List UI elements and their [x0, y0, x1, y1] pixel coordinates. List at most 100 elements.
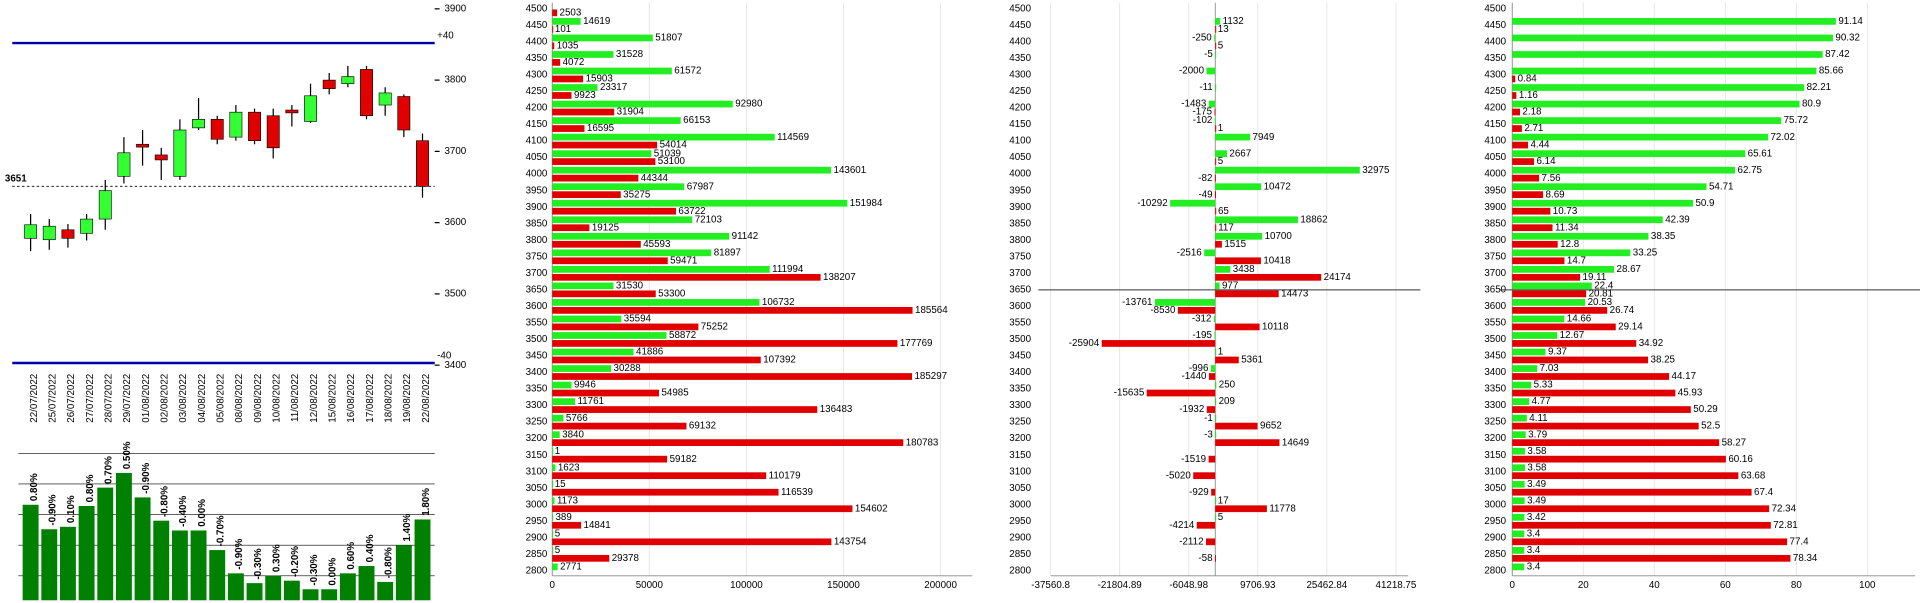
value-label: 51807	[655, 33, 682, 44]
y-tick-label: 3700	[444, 146, 466, 157]
bar	[1512, 18, 1836, 25]
bar	[1512, 488, 1752, 496]
y-tick-label: 3500	[1009, 334, 1031, 345]
bar	[1512, 422, 1699, 430]
x-tick-label: 60	[1720, 580, 1731, 591]
bar	[1512, 315, 1565, 323]
bar	[1205, 538, 1216, 546]
value-label: 11.34	[1555, 222, 1579, 233]
value-label: 81897	[714, 247, 741, 258]
value-label: 31528	[616, 49, 644, 60]
value-label: 85.66	[1819, 66, 1844, 77]
value-label: 19125	[592, 222, 620, 233]
value-label: -1	[1204, 413, 1213, 424]
y-tick-label: 4400	[1484, 37, 1506, 48]
x-tick-label: 100000	[730, 580, 763, 591]
value-label: 65.61	[1748, 148, 1772, 159]
bar	[1215, 158, 1217, 165]
bar	[1215, 183, 1262, 191]
bar	[1215, 25, 1217, 33]
bar-label: -0.80%	[383, 547, 394, 578]
candle-body	[304, 95, 317, 122]
bar	[97, 487, 114, 601]
bar	[552, 257, 668, 265]
y-tick-label: 4000	[1484, 169, 1506, 180]
value-label: 24174	[1324, 272, 1352, 283]
date-label: 22/07/2022	[29, 374, 40, 423]
bar	[1512, 563, 1525, 571]
value-label: 20.53	[1588, 297, 1613, 308]
bar	[552, 125, 585, 132]
date-label: 16/08/2022	[346, 374, 357, 423]
bar	[552, 216, 693, 224]
value-label: 80.9	[1802, 99, 1821, 110]
value-label: 12.67	[1560, 330, 1584, 341]
x-tick-label: 0	[1510, 580, 1516, 591]
candle-body	[397, 96, 411, 131]
bar	[552, 505, 853, 513]
value-label: -11	[1199, 82, 1212, 93]
y-tick-label: 4350	[526, 53, 548, 64]
bar	[552, 92, 572, 99]
x-tick-label: -37560.8	[1031, 580, 1070, 591]
bar	[1214, 34, 1216, 42]
y-tick-label: 4200	[1009, 103, 1031, 114]
bar	[1215, 356, 1239, 364]
value-label: 26.74	[1610, 305, 1635, 316]
bar-label: 0.10%	[66, 495, 77, 523]
y-tick-label: 3850	[1009, 218, 1031, 229]
value-label: 16595	[587, 123, 615, 134]
value-label: 5	[555, 529, 561, 540]
value-label: 91142	[732, 231, 758, 242]
value-label: 20.81	[1589, 289, 1613, 300]
value-label: 10700	[1265, 231, 1293, 242]
bar	[1512, 554, 1791, 562]
value-label: 154602	[855, 503, 888, 514]
y-tick-label: 3500	[1484, 334, 1506, 345]
bar	[1512, 299, 1586, 306]
y-tick-label: 3900	[1009, 202, 1031, 213]
bar	[552, 513, 554, 521]
value-label: 50.9	[1695, 198, 1714, 209]
bar	[1512, 273, 1581, 281]
bar	[552, 480, 554, 488]
value-label: 9923	[574, 90, 596, 101]
bar	[552, 34, 653, 42]
bar	[1512, 497, 1525, 505]
value-label: -8530	[1150, 305, 1176, 316]
candle-body	[322, 79, 336, 89]
bar	[1512, 538, 1788, 546]
value-label: 2667	[1229, 148, 1251, 159]
x-tick-label: 100	[1859, 580, 1876, 591]
date-label: 12/08/2022	[309, 374, 320, 423]
value-label: -5	[1204, 49, 1213, 60]
bar	[1512, 332, 1558, 339]
y-tick-label: 3000	[1484, 499, 1506, 510]
date-label: 22/08/2022	[421, 374, 432, 423]
bar	[552, 381, 572, 389]
y-tick-label: 4100	[1484, 136, 1506, 147]
bar	[1215, 505, 1267, 513]
value-label: 3.4	[1527, 529, 1541, 540]
date-label: 15/08/2022	[327, 374, 338, 423]
y-tick-label: 3900	[526, 202, 548, 213]
value-label: 61572	[674, 66, 701, 77]
bar	[1512, 75, 1516, 83]
bar-label: 0.40%	[365, 534, 376, 562]
bar	[1512, 257, 1565, 265]
y-tick-label: 4000	[526, 169, 548, 180]
value-label: -195	[1192, 330, 1212, 341]
x-tick-label: 9706.93	[1240, 580, 1276, 591]
candle-body	[136, 143, 150, 148]
value-label: -2000	[1179, 66, 1205, 77]
bar	[1512, 191, 1544, 199]
bar	[1512, 67, 1817, 75]
candle-body	[378, 92, 392, 106]
bar	[358, 565, 375, 601]
y-tick-label: 4250	[526, 86, 548, 97]
value-label: 143601	[834, 165, 867, 176]
bar-label: -0.90%	[141, 462, 152, 493]
bar	[552, 389, 660, 397]
y-tick-label: 3900	[1484, 202, 1506, 213]
y-tick-label: 3650	[1009, 284, 1031, 295]
